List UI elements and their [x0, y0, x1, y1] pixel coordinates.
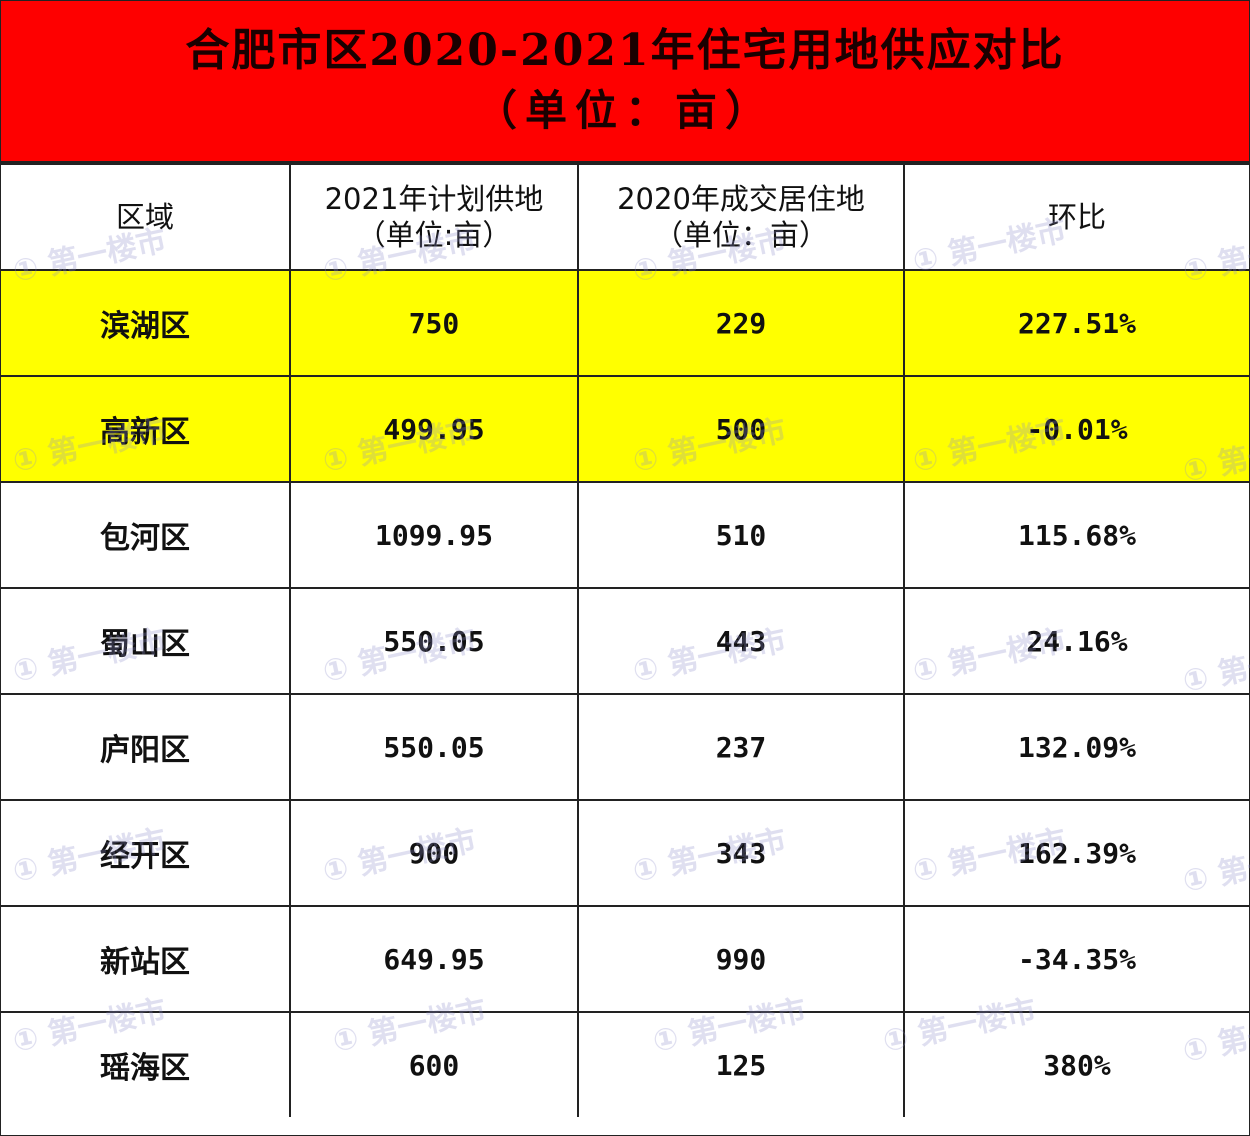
- title-unit: （单位：亩）: [474, 86, 775, 135]
- table-row: 庐阳区 550.05 237 132.09%: [1, 693, 1249, 801]
- district-cell: 经开区: [1, 799, 291, 907]
- change-cell: -34.35%: [903, 905, 1249, 1013]
- change-cell: 132.09%: [903, 693, 1249, 801]
- deal-2020-cell: 237: [577, 693, 905, 801]
- district-cell: 庐阳区: [1, 693, 291, 801]
- deal-2020-cell: 500: [577, 375, 905, 483]
- change-cell: 162.39%: [903, 799, 1249, 907]
- deal-2020-cell: 343: [577, 799, 905, 907]
- table-row: 滨湖区 750 229 227.51%: [1, 269, 1249, 377]
- header-plan-2021: 2021年计划供地 （单位:亩）: [289, 163, 579, 270]
- table-row: 新站区 649.95 990 -34.35%: [1, 905, 1249, 1013]
- header-district: 区域: [1, 163, 291, 270]
- deal-2020-cell: 443: [577, 587, 905, 695]
- header-unit: （单位:亩）: [356, 218, 512, 252]
- plan-2021-cell: 499.95: [289, 375, 579, 483]
- change-cell: 227.51%: [903, 269, 1249, 377]
- district-cell: 滨湖区: [1, 269, 291, 377]
- table-row: 经开区 900 343 162.39%: [1, 799, 1249, 907]
- header-change: 环比: [903, 163, 1249, 270]
- district-cell: 高新区: [1, 375, 291, 483]
- table-row: 包河区 1099.95 510 115.68%: [1, 481, 1249, 589]
- title-main: 合肥市区2020-2021年住宅用地供应对比: [185, 25, 1065, 76]
- data-table: 区域 2021年计划供地 （单位:亩） 2020年成交居住地 （单位：亩） 环比 滨…: [1, 163, 1249, 1117]
- plan-2021-cell: 1099.95: [289, 481, 579, 589]
- deal-2020-cell: 990: [577, 905, 905, 1013]
- change-cell: 24.16%: [903, 587, 1249, 695]
- header-label: 区域: [115, 200, 174, 234]
- deal-2020-cell: 229: [577, 269, 905, 377]
- table-row: 高新区 499.95 500 -0.01%: [1, 375, 1249, 483]
- header-label: 2020年成交居住地: [617, 182, 865, 216]
- header-deal-2020: 2020年成交居住地 （单位：亩）: [577, 163, 905, 270]
- title-banner: 合肥市区2020-2021年住宅用地供应对比 （单位：亩）: [1, 1, 1249, 163]
- change-cell: -0.01%: [903, 375, 1249, 483]
- plan-2021-cell: 550.05: [289, 587, 579, 695]
- table-row: 瑶海区 600 125 380%: [1, 1011, 1249, 1117]
- plan-2021-cell: 900: [289, 799, 579, 907]
- deal-2020-cell: 125: [577, 1011, 905, 1117]
- district-cell: 蜀山区: [1, 587, 291, 695]
- plan-2021-cell: 750: [289, 269, 579, 377]
- header-label: 2021年计划供地: [324, 182, 544, 216]
- district-cell: 新站区: [1, 905, 291, 1013]
- change-cell: 380%: [903, 1011, 1249, 1117]
- header-unit: （单位：亩）: [653, 218, 828, 252]
- plan-2021-cell: 600: [289, 1011, 579, 1117]
- header-row: 区域 2021年计划供地 （单位:亩） 2020年成交居住地 （单位：亩） 环比: [1, 163, 1249, 270]
- change-cell: 115.68%: [903, 481, 1249, 589]
- district-cell: 包河区: [1, 481, 291, 589]
- plan-2021-cell: 649.95: [289, 905, 579, 1013]
- deal-2020-cell: 510: [577, 481, 905, 589]
- plan-2021-cell: 550.05: [289, 693, 579, 801]
- table-row: 蜀山区 550.05 443 24.16%: [1, 587, 1249, 695]
- header-label: 环比: [1047, 200, 1106, 234]
- district-cell: 瑶海区: [1, 1011, 291, 1117]
